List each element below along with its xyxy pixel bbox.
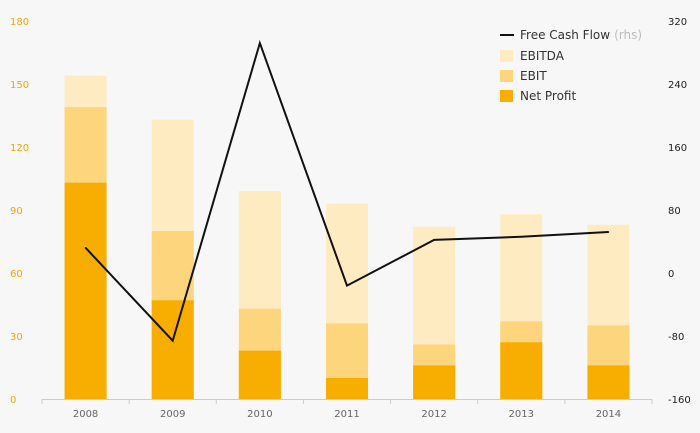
legend: Free Cash Flow (rhs) EBITDA EBIT Net Profit	[500, 28, 642, 103]
legend-label-free-cash-flow-name: Free Cash Flow	[520, 28, 610, 42]
y-left-tick-label: 30	[10, 332, 23, 343]
y-right-tick-label: 320	[668, 17, 687, 28]
y-left-tick-label: 120	[10, 143, 29, 154]
x-tick-label: 2009	[160, 409, 185, 420]
free-cash-flow-point	[259, 42, 261, 44]
legend-label-rhs-note: (rhs)	[614, 28, 642, 42]
x-tick-label: 2014	[596, 409, 621, 420]
legend-label-net-profit: Net Profit	[520, 89, 576, 103]
legend-label-ebitda: EBITDA	[520, 49, 565, 63]
bar-net-profit-2011	[326, 378, 368, 399]
legend-label-free-cash-flow: Free Cash Flow (rhs)	[520, 28, 642, 42]
y-left-tick-label: 150	[10, 80, 29, 91]
free-cash-flow-point	[171, 339, 174, 342]
legend-swatch-ebitda	[500, 50, 513, 62]
bar-net-profit-2012	[413, 365, 456, 399]
y-right-tick-label: -80	[668, 332, 684, 343]
y-left-tick-label: 60	[10, 269, 23, 280]
bar-group	[64, 75, 630, 399]
bar-net-profit-2009	[151, 300, 194, 399]
free-cash-flow-point	[84, 247, 87, 249]
free-cash-flow-point	[520, 235, 523, 238]
y-right-tick-label: 80	[668, 206, 681, 217]
x-tick-label: 2012	[421, 409, 446, 420]
y-right-tick-label: -160	[668, 395, 691, 406]
x-tick-label: 2008	[73, 409, 98, 420]
legend-label-ebit: EBIT	[520, 69, 547, 83]
legend-swatch-ebit	[500, 70, 513, 82]
y-left-tick-label: 90	[10, 206, 23, 217]
x-tick-label: 2013	[509, 409, 534, 420]
x-tick-label: 2010	[247, 409, 272, 420]
bar-net-profit-2008	[64, 182, 107, 399]
free-cash-flow-point	[607, 231, 610, 233]
y-left-tick-label: 180	[10, 17, 29, 28]
legend-swatch-net-profit	[500, 90, 513, 102]
line-group	[84, 39, 610, 343]
y-right-tick-label: 240	[668, 80, 687, 91]
bar-net-profit-2010	[238, 350, 281, 399]
bar-net-profit-2013	[500, 342, 543, 399]
bar-net-profit-2014	[587, 365, 630, 399]
y-left-tick-label: 0	[10, 395, 16, 406]
free-cash-flow-point	[433, 239, 435, 241]
axes: 2008 2009 2010 2011 2012 2013 2014 0 30 60 90 120 15…	[10, 17, 691, 420]
y-right-tick-label: 0	[668, 269, 674, 280]
x-tick-label: 2011	[334, 409, 359, 420]
y-right-tick-label: 160	[668, 143, 687, 154]
free-cash-flow-point	[346, 284, 348, 287]
